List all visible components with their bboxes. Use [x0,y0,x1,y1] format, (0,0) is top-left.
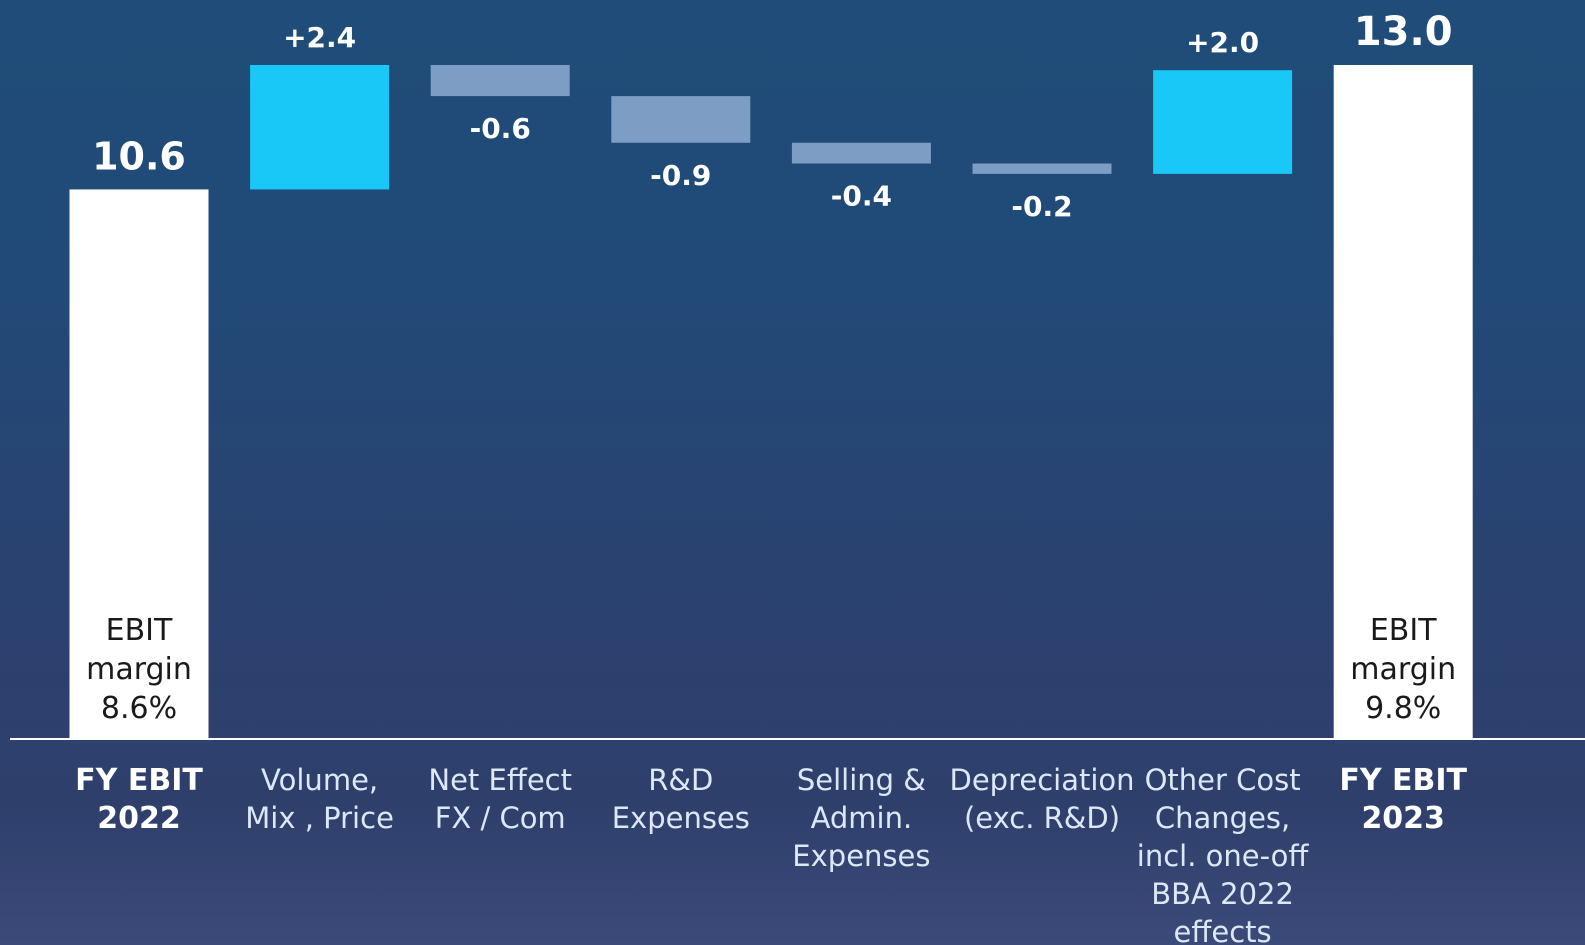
margin-annotation-0-line-1: margin [86,652,192,687]
bar-7 [1333,65,1473,739]
bars-layer [69,65,1473,739]
bar-5 [972,163,1112,174]
category-label-5-line-0: Depreciation [949,763,1134,797]
category-label-1-line-1: Mix , Price [245,801,394,835]
value-label-4: -0.4 [831,180,892,213]
bar-2 [430,65,570,97]
labels-layer: 10.6FY EBIT2022EBITmargin8.6%+2.4Volume,… [75,9,1467,945]
category-label-6-line-3: BBA 2022 [1151,877,1294,911]
category-label-4-line-0: Selling & [797,763,926,797]
value-label-7: 13.0 [1354,9,1453,55]
category-label-4-line-1: Admin. [811,801,913,835]
margin-annotation-7-line-0: EBIT [1370,613,1437,648]
category-label-6-line-0: Other Cost [1145,763,1301,797]
bar-3 [611,96,751,143]
category-label-2-line-0: Net Effect [428,763,572,797]
category-label-7-line-0: FY EBIT [1339,763,1467,798]
value-label-6: +2.0 [1186,26,1259,59]
bar-1 [250,65,390,190]
margin-annotation-0-line-0: EBIT [106,613,173,648]
category-label-2-line-1: FX / Com [435,801,566,835]
margin-annotation-7-line-2: 9.8% [1365,691,1441,726]
category-label-3-line-0: R&D [648,763,713,797]
value-label-2: -0.6 [470,112,531,145]
category-label-6-line-1: Changes, [1155,801,1290,835]
bar-4 [791,142,931,164]
margin-annotation-7-line-1: margin [1350,652,1456,687]
category-label-1-line-0: Volume, [261,763,378,797]
value-label-1: +2.4 [283,21,356,54]
bar-0 [69,189,209,739]
value-label-0: 10.6 [92,134,186,178]
category-label-3-line-1: Expenses [612,801,750,835]
category-label-5-line-1: (exc. R&D) [964,801,1120,835]
category-label-0-line-1: 2022 [97,801,181,836]
category-label-7-line-1: 2023 [1361,801,1445,836]
value-label-5: -0.2 [1011,190,1072,223]
category-label-0-line-0: FY EBIT [75,763,203,798]
category-label-6-line-4: effects [1174,915,1272,945]
category-label-4-line-2: Expenses [792,839,930,873]
value-label-3: -0.9 [650,159,711,192]
bar-6 [1153,70,1293,174]
category-label-6-line-2: incl. one-off [1137,839,1310,873]
margin-annotation-0-line-2: 8.6% [101,691,177,726]
